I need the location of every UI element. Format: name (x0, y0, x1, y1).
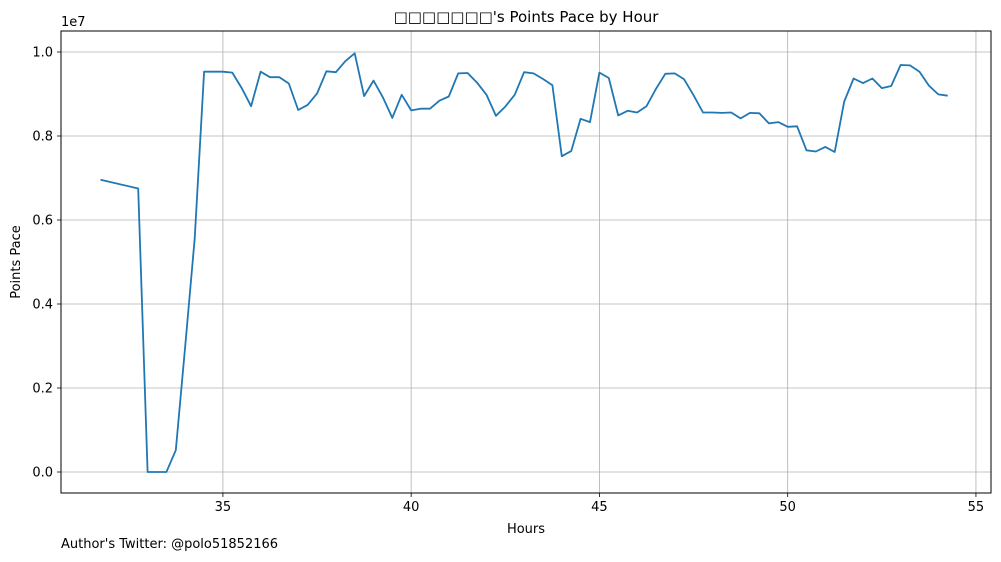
y-tick-label: 0.4 (32, 298, 53, 313)
y-tick-label: 0.8 (32, 130, 53, 145)
x-tick-label: 40 (403, 500, 420, 515)
y-tick-label: 0.6 (32, 214, 53, 229)
y-tick-label: 1.0 (32, 46, 53, 61)
axis-ticks: 35 40 45 50 55 0.0 0.2 0.4 0.6 0.8 1.0 (32, 46, 984, 516)
x-tick-label: 50 (779, 500, 796, 515)
series-line (100, 52, 948, 473)
plot-frame (60, 30, 992, 494)
x-tick-label: 55 (968, 500, 985, 515)
grid-lines (61, 31, 991, 493)
author-credit: Author's Twitter: @polo51852166 (61, 537, 279, 552)
chart-title: □□□□□□□'s Points Pace by Hour (394, 8, 660, 26)
y-tick-label: 0.0 (32, 466, 53, 481)
x-tick-label: 35 (215, 500, 232, 515)
x-tick-label: 45 (591, 500, 608, 515)
y-multiplier-label: 1e7 (61, 15, 86, 30)
y-tick-label: 0.2 (32, 382, 53, 397)
x-axis-label: Hours (507, 522, 545, 537)
y-axis-label: Points Pace (9, 225, 24, 299)
plot-area-background (61, 31, 991, 493)
